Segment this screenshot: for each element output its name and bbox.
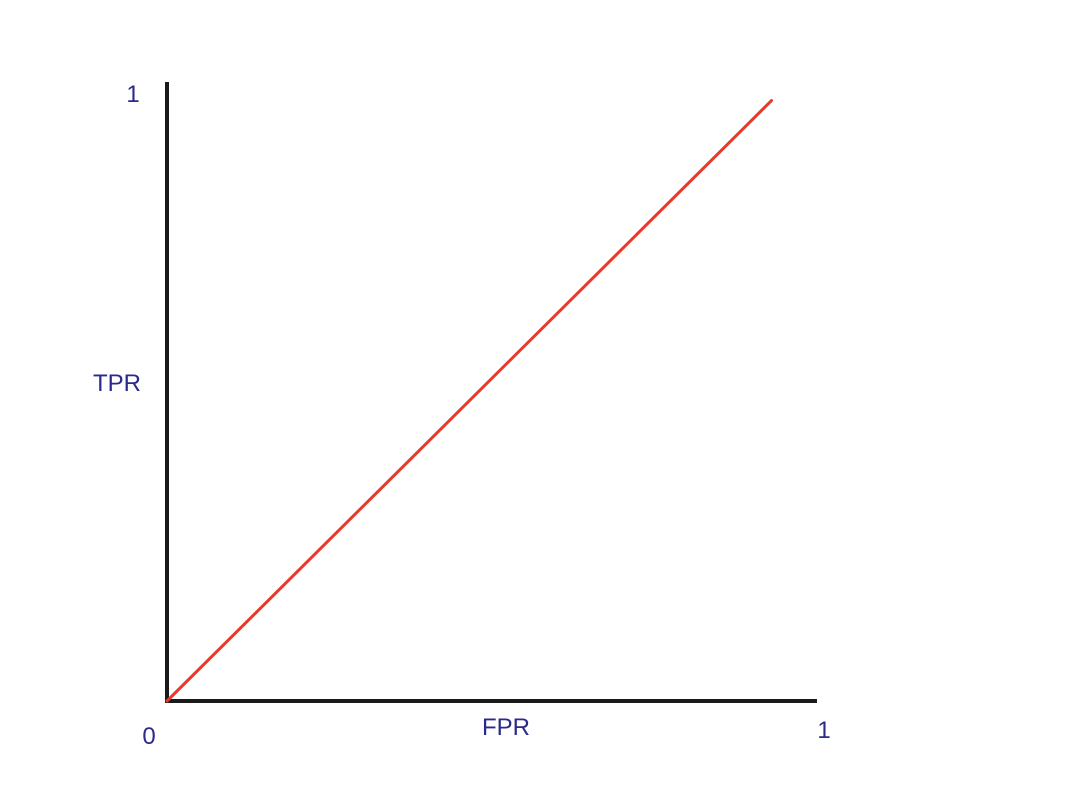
x-axis-label: FPR <box>482 714 530 741</box>
y-axis-tick-label-max: 1 <box>126 81 139 108</box>
series-layer <box>165 99 773 703</box>
y-axis-label: TPR <box>93 370 141 397</box>
x-axis-tick-label-max: 1 <box>817 717 830 744</box>
series-line-0 <box>165 99 773 703</box>
origin-tick-label: 0 <box>142 723 155 750</box>
